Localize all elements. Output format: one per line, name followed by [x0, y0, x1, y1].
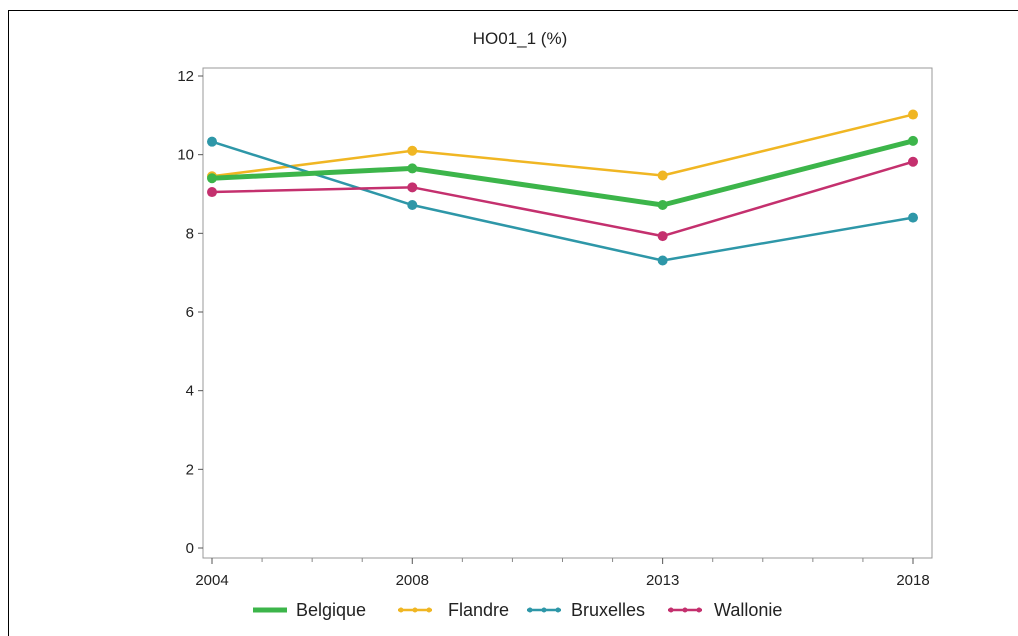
y-tick-label: 10: [177, 147, 194, 164]
legend-swatch-dot: [412, 607, 418, 613]
legend-swatch-dot: [555, 607, 561, 613]
series-wallonie: [207, 156, 918, 242]
series-flandre: [207, 109, 918, 182]
legend-swatch-dot: [398, 607, 404, 613]
series-line: [211, 138, 914, 208]
data-point: [908, 212, 918, 223]
series-line: [211, 160, 914, 238]
legend-swatch-dot: [682, 607, 688, 613]
data-point: [657, 170, 668, 181]
data-point: [407, 182, 418, 193]
legend-swatch-dot: [668, 607, 674, 613]
x-tick-label: 2013: [646, 572, 679, 589]
data-point: [207, 173, 217, 184]
data-point: [407, 200, 418, 211]
chart-frame: [8, 10, 1018, 636]
data-point: [207, 187, 217, 198]
plot-area: [202, 67, 933, 559]
legend-label: Wallonie: [714, 600, 782, 620]
x-tick-label: 2008: [396, 572, 429, 589]
series-bruxelles: [207, 136, 918, 266]
legend-swatch-dot: [696, 607, 702, 613]
chart-title: HO01_1 (%): [473, 29, 567, 48]
legend-label: Belgique: [296, 600, 366, 620]
data-point: [657, 231, 668, 242]
data-point: [207, 136, 217, 147]
y-tick-label: 12: [177, 68, 194, 85]
series-line: [211, 113, 914, 178]
x-tick-label: 2004: [195, 572, 228, 589]
legend: Belgique Flandre Bruxelles Wallonie: [253, 600, 782, 620]
data-point: [908, 156, 918, 167]
series-line: [211, 140, 914, 262]
data-point: [407, 145, 418, 156]
y-tick-label: 8: [186, 225, 194, 242]
y-tick-label: 4: [186, 383, 194, 400]
legend-label: Flandre: [448, 600, 509, 620]
series-layer: [207, 109, 918, 266]
axes: 0 2 4 6 8 10 12 2004 2008 2013 2018: [177, 68, 929, 589]
legend-swatch-dot: [541, 607, 547, 613]
x-tick-label: 2018: [896, 572, 929, 589]
legend-swatch-dot: [426, 607, 432, 613]
y-tick-label: 2: [186, 461, 194, 478]
legend-item-flandre: Flandre: [398, 600, 509, 620]
data-point: [657, 255, 668, 266]
data-point: [407, 163, 418, 174]
legend-item-wallonie: Wallonie: [668, 600, 782, 620]
legend-swatch-dot: [527, 607, 533, 613]
y-tick-label: 0: [186, 540, 194, 557]
legend-item-bruxelles: Bruxelles: [527, 600, 645, 620]
legend-item-belgique: Belgique: [253, 600, 366, 620]
data-point: [908, 109, 918, 120]
series-belgique: [207, 135, 918, 211]
y-tick-label: 6: [186, 304, 194, 321]
data-point: [908, 135, 918, 146]
legend-label: Bruxelles: [571, 600, 645, 620]
data-point: [657, 200, 668, 211]
